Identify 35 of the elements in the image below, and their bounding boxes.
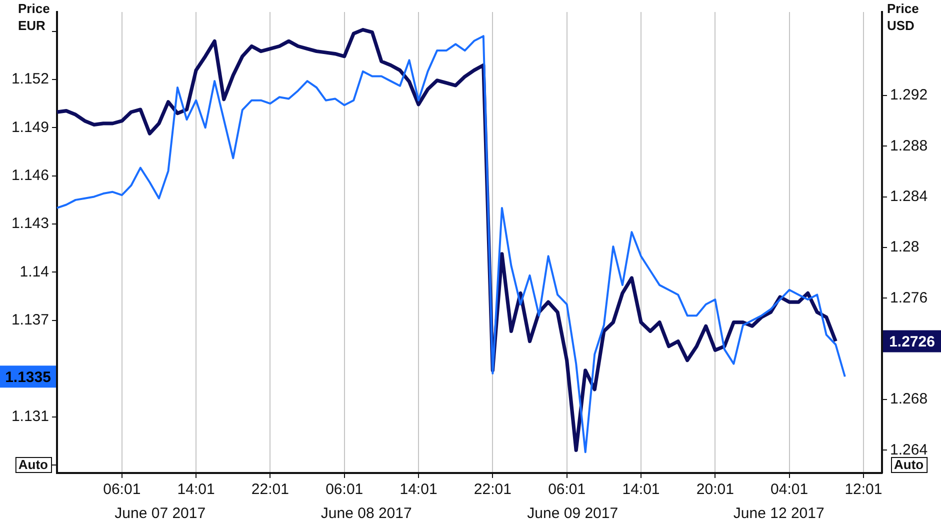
text: 1.1335: [5, 368, 51, 386]
x-tick-label: 20:01: [696, 481, 734, 498]
x-tick-label: 14:01: [622, 481, 660, 498]
y2-tick-label: 1.268: [890, 390, 928, 408]
y-tick-label: 1.14: [20, 263, 49, 280]
x-tick-label: 14:01: [400, 481, 438, 498]
y-tick-label: 1.146: [11, 166, 49, 184]
y2-axis-title: Price USD: [887, 0, 920, 34]
y2-tick-label: 1.284: [890, 188, 928, 206]
y2-tick-label: 1.276: [890, 289, 928, 306]
y2-tick-label: 1.288: [890, 137, 928, 154]
y2-tick-label: 1.292: [890, 86, 928, 104]
x-tick-label: 22:01: [251, 481, 289, 498]
text: Auto: [18, 457, 48, 472]
y-tick-label: 1.131: [11, 408, 49, 425]
y-tick-label: 1.143: [11, 215, 49, 232]
x-tick-label: 14:01: [177, 481, 215, 498]
y2-tick-label: 1.264: [890, 441, 928, 458]
text: June 08 2017: [320, 505, 412, 522]
x-tick-label: 06:01: [548, 481, 586, 498]
y-tick-label: 1.152: [11, 70, 49, 88]
x-tick-label: 22:01: [474, 481, 512, 498]
text: June 07 2017: [114, 505, 206, 522]
x-tick-label: 04:01: [770, 481, 808, 498]
text: June 12 2017: [733, 505, 824, 522]
y-axis-title: Price EUR: [18, 0, 51, 34]
text: June 09 2017: [527, 505, 618, 522]
x-tick-label: 06:01: [326, 481, 364, 498]
x-tick-label: 12:01: [844, 481, 882, 498]
text: 1.2726: [889, 333, 935, 350]
x-tick-label: 06:01: [103, 481, 141, 498]
text: Auto: [894, 457, 924, 472]
y-tick-label: 1.149: [11, 118, 49, 136]
y2-tick-label: 1.28: [890, 238, 920, 256]
y-tick-label: 1.137: [11, 312, 49, 329]
